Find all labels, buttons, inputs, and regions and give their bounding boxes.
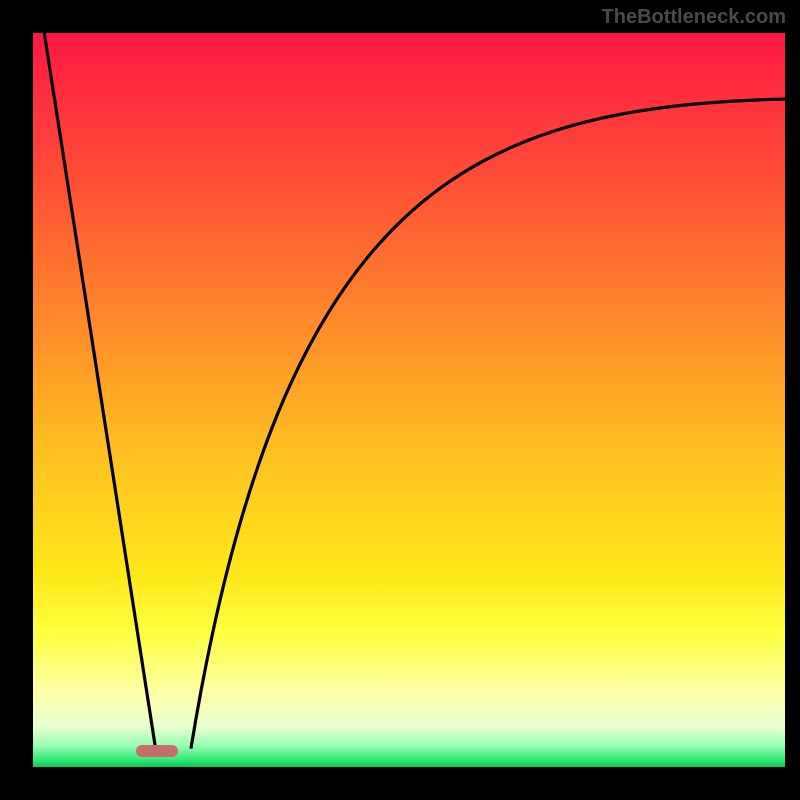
curve-overlay — [33, 33, 785, 767]
curve-left-segment — [44, 33, 155, 749]
minimum-marker — [136, 745, 178, 757]
curve-right-segment — [191, 99, 785, 749]
plot-area — [33, 33, 785, 767]
watermark-text: TheBottleneck.com — [602, 6, 786, 29]
